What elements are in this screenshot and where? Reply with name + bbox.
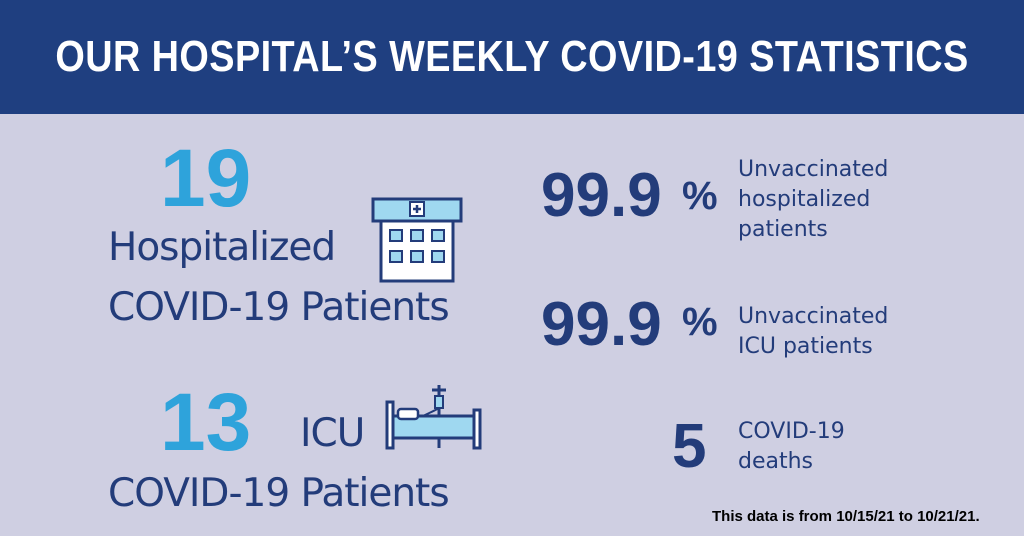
hospitalized-sublabel: COVID-19 Patients bbox=[108, 285, 450, 330]
unvaccinated-hospitalized-description: Unvaccinated hospitalized patients bbox=[738, 157, 889, 242]
unvaccinated-icu-percent: % bbox=[682, 300, 718, 344]
icu-sublabel: COVID-19 Patients bbox=[108, 471, 450, 516]
covid-deaths-description: COVID-19 deaths bbox=[738, 419, 845, 474]
unvaccinated-icu-value: 99.9 bbox=[541, 290, 662, 359]
header-banner: OUR HOSPITAL’S WEEKLY COVID-19 STATISTIC… bbox=[0, 0, 1024, 114]
hospital-building-icon bbox=[371, 197, 463, 283]
covid-deaths-value: 5 bbox=[672, 412, 707, 481]
page-title: OUR HOSPITAL’S WEEKLY COVID-19 STATISTIC… bbox=[55, 32, 969, 81]
unvaccinated-hospitalized-value: 99.9 bbox=[541, 161, 662, 230]
icu-label: ICU bbox=[300, 411, 365, 456]
hospitalized-count: 19 bbox=[160, 133, 252, 224]
hospital-bed-icon bbox=[385, 385, 482, 450]
data-date-range-note: This data is from 10/15/21 to 10/21/21. bbox=[712, 508, 980, 525]
hospitalized-label: Hospitalized bbox=[108, 225, 336, 270]
unvaccinated-icu-description: Unvaccinated ICU patients bbox=[738, 304, 889, 359]
unvaccinated-hospitalized-percent: % bbox=[682, 174, 718, 218]
icu-count: 13 bbox=[160, 377, 252, 468]
